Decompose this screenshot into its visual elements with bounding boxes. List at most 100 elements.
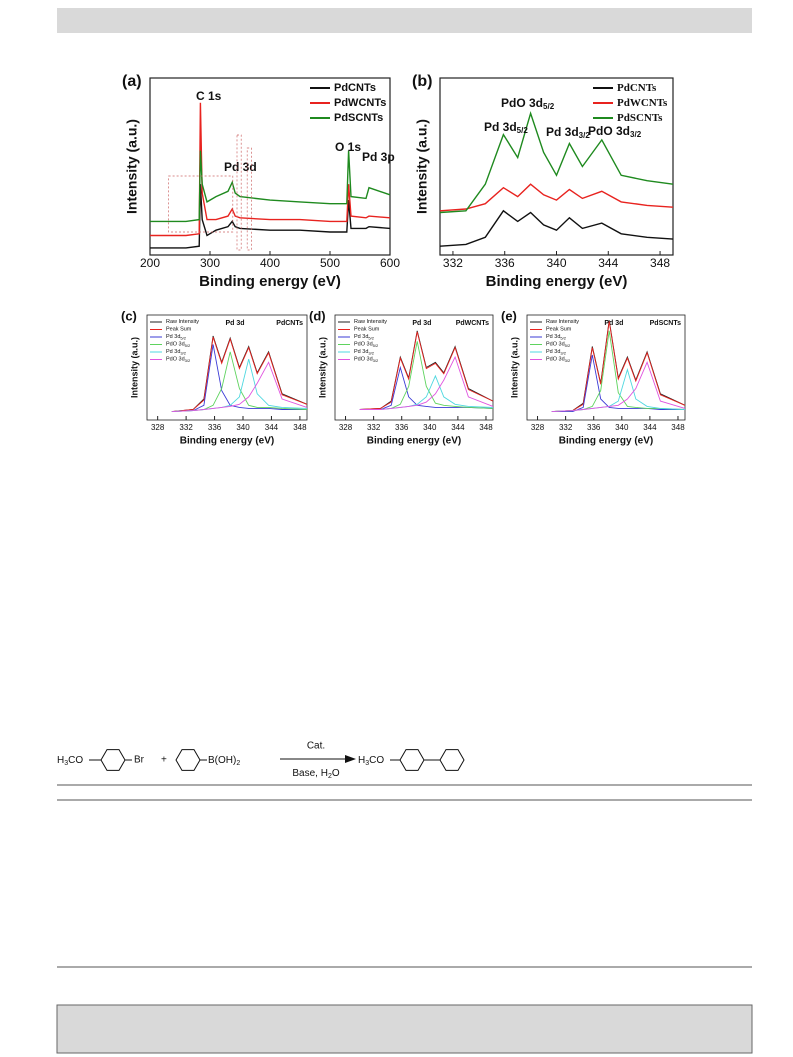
spectrum-line — [551, 354, 685, 413]
legend-subscript: 3/2 — [368, 351, 374, 356]
legend-subscript: 5/2 — [565, 343, 571, 348]
x-tick-label: 344 — [265, 423, 279, 432]
legend-text: PdCNTs — [617, 82, 657, 94]
legend-label: Pd 3d3/2 — [546, 349, 567, 355]
legend-subscript: 5/2 — [185, 343, 191, 348]
x-tick-label: 348 — [650, 256, 670, 270]
legend-text: Pd 3d — [546, 349, 560, 355]
panel-title: Pd 3d — [225, 320, 244, 327]
benzene-ring — [399, 749, 425, 771]
legend-label: PdO 3d3/2 — [166, 357, 191, 363]
x-tick-label: 332 — [559, 423, 573, 432]
conditions: Base, H2O — [292, 768, 339, 780]
legend-text: Peak Sum — [546, 327, 572, 333]
spectrum-line — [171, 344, 307, 413]
legend-text: Raw Intensity — [354, 319, 387, 325]
legend-label: PdCNTs — [617, 82, 657, 94]
peak-annotation: PdO 3d5/2 — [501, 96, 555, 111]
legend-text: PdWCNTs — [617, 97, 668, 109]
panel-label: (c) — [121, 308, 137, 323]
y-axis-label: Intensity (a.u.) — [129, 337, 139, 398]
spectrum-line — [171, 361, 308, 413]
arrow-head — [345, 755, 356, 763]
x-tick-label: 600 — [380, 256, 400, 270]
benzene-ring — [439, 749, 465, 771]
legend-text: PdCNTs — [334, 82, 376, 94]
x-axis-label: Binding energy (eV) — [180, 436, 274, 447]
legend-label: PdO 3d5/2 — [354, 342, 379, 348]
label-text: Pd 3d — [546, 125, 579, 139]
peak-annotation: Pd 3d3/2 — [546, 125, 590, 140]
methoxy: H3CO — [57, 755, 83, 767]
plot-frame — [334, 314, 494, 421]
spectrum-line — [359, 374, 494, 410]
panel-sample: PdSCNTs — [650, 320, 681, 327]
legend-label: PdO 3d5/2 — [546, 342, 571, 348]
boronic-acid: B(OH)2 — [208, 755, 240, 767]
x-tick-label: 336 — [495, 256, 515, 270]
peak-marker-box — [168, 175, 234, 233]
legend-text: Peak Sum — [354, 327, 380, 333]
scheme: H3CO Br + B(OH)2 Cat. Base, H2O H3CO — [57, 741, 465, 780]
legend-text: PdO 3d — [546, 357, 565, 363]
legend-subscript: 5/2 — [180, 336, 186, 341]
legend-text: PdSCNTs — [617, 112, 663, 124]
legend-label: Raw Intensity — [354, 319, 387, 325]
panel-title: Pd 3d — [412, 320, 431, 327]
spectrum-line — [439, 183, 674, 212]
x-tick-label: 200 — [140, 256, 160, 270]
legend-subscript: 3/2 — [373, 358, 379, 363]
y-axis-label: Intensity (a.u.) — [509, 337, 519, 398]
x-tick-label: 344 — [643, 423, 657, 432]
legend-label: Pd 3d3/2 — [166, 349, 187, 355]
x-tick-label: 348 — [479, 423, 493, 432]
spectrum-line — [439, 111, 674, 214]
peak-annotation: Pd 3d — [224, 160, 257, 174]
legend-label: Peak Sum — [166, 327, 192, 333]
legend-label: Pd 3d5/2 — [354, 334, 375, 340]
x-tick-label: 328 — [339, 423, 353, 432]
peak-annotation: O 1s — [335, 140, 361, 154]
label-subscript: 3/2 — [630, 130, 642, 139]
x-tick-label: 340 — [236, 423, 250, 432]
legend-subscript: 3/2 — [180, 351, 186, 356]
legend-label: PdSCNTs — [334, 112, 383, 124]
spectrum-line — [171, 336, 308, 413]
legend-text: PdO 3d — [354, 342, 373, 348]
legend-subscript: 5/2 — [373, 343, 379, 348]
x-tick-label: 300 — [200, 256, 220, 270]
legend-label: Peak Sum — [354, 327, 380, 333]
x-tick-label: 340 — [546, 256, 566, 270]
label-text: Pd 3p — [362, 150, 395, 164]
panel-title: Pd 3d — [604, 320, 623, 327]
x-axis-label: Binding energy (eV) — [486, 273, 628, 290]
legend-text: PdSCNTs — [334, 112, 383, 124]
x-tick-label: 332 — [443, 256, 463, 270]
legend-subscript: 5/2 — [560, 336, 566, 341]
peak-annotation: Pd 3p — [362, 150, 395, 164]
bromo: Br — [134, 755, 145, 766]
label-subscript: 5/2 — [543, 102, 555, 111]
spectrum-line — [551, 361, 686, 413]
label-subscript: 3/2 — [579, 131, 591, 140]
label-text: Pd 3d — [224, 160, 257, 174]
legend-text: Pd 3d — [354, 334, 368, 340]
spectrum-line — [551, 321, 686, 413]
spectrum-line — [359, 355, 494, 410]
legend-text: Pd 3d — [546, 334, 560, 340]
legend-label: PdCNTs — [334, 82, 376, 94]
legend-label: Pd 3d5/2 — [166, 334, 187, 340]
legend-text: Pd 3d — [166, 334, 180, 340]
x-tick-label: 340 — [615, 423, 629, 432]
panel-sample: PdCNTs — [276, 320, 303, 327]
label-text: Pd 3d — [484, 120, 517, 134]
legend-text: PdWCNTs — [334, 97, 386, 109]
x-tick-label: 336 — [587, 423, 601, 432]
x-tick-label: 336 — [208, 423, 222, 432]
x-tick-label: 332 — [179, 423, 193, 432]
x-axis-label: Binding energy (eV) — [367, 436, 461, 447]
plus: + — [161, 755, 167, 766]
legend-label: PdO 3d5/2 — [166, 342, 191, 348]
